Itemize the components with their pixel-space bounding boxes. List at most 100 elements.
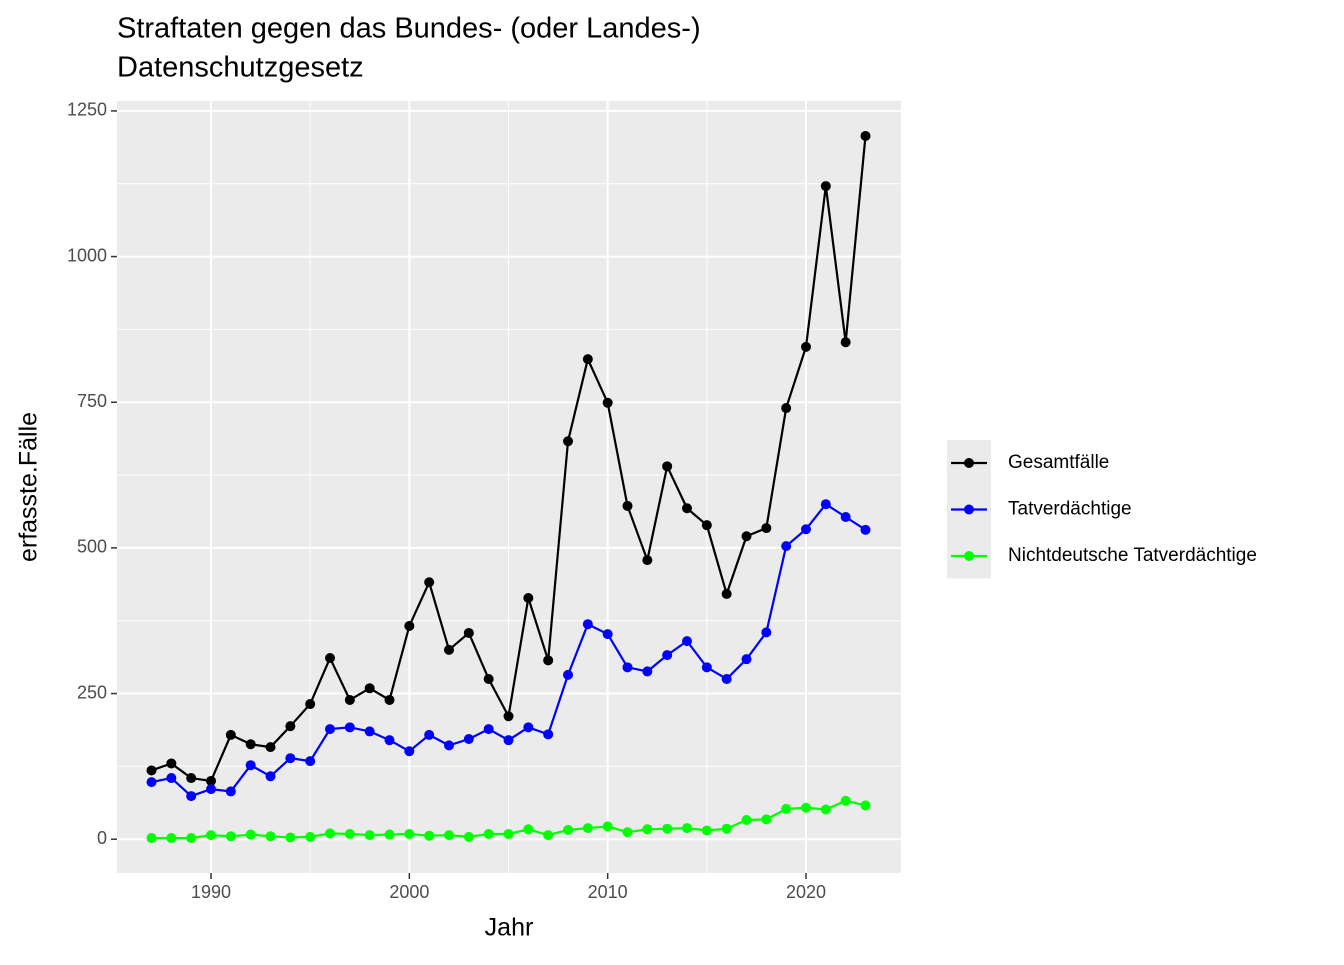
data-point — [622, 827, 633, 838]
data-point — [483, 724, 494, 735]
data-point — [245, 739, 256, 750]
data-point — [523, 824, 534, 835]
data-point — [206, 784, 217, 795]
data-point — [265, 831, 276, 842]
data-point — [305, 699, 316, 710]
data-point — [344, 694, 355, 705]
x-tick-label: 1990 — [191, 882, 231, 902]
data-point — [463, 627, 474, 638]
data-point — [761, 627, 772, 638]
data-point — [166, 833, 177, 844]
data-point — [384, 829, 395, 840]
legend-label: Nichtdeutsche Tatverdächtige — [1008, 545, 1257, 566]
data-point — [225, 786, 236, 797]
data-point — [563, 436, 574, 447]
data-point — [483, 828, 494, 839]
data-point — [701, 520, 712, 531]
data-point — [344, 722, 355, 733]
data-point — [285, 832, 296, 843]
data-point — [741, 531, 752, 542]
data-point — [781, 403, 792, 414]
data-point — [444, 830, 455, 841]
data-point — [682, 636, 693, 647]
data-point — [662, 461, 673, 472]
data-point — [364, 726, 375, 737]
data-point — [444, 644, 455, 655]
data-point — [503, 711, 514, 722]
data-point — [463, 733, 474, 744]
data-point — [206, 830, 217, 841]
data-point — [146, 765, 157, 776]
data-point — [860, 130, 871, 141]
data-point — [582, 354, 593, 365]
data-point — [701, 662, 712, 673]
data-point — [503, 828, 514, 839]
data-point — [186, 773, 197, 784]
data-point — [384, 694, 395, 705]
data-point — [820, 181, 831, 192]
data-point — [721, 588, 732, 599]
data-point — [741, 654, 752, 665]
data-point — [840, 337, 851, 348]
data-point — [305, 756, 316, 767]
data-point — [364, 830, 375, 841]
data-point — [682, 503, 693, 514]
y-tick-label: 250 — [77, 682, 107, 702]
data-point — [146, 833, 157, 844]
data-point — [245, 829, 256, 840]
data-point — [364, 683, 375, 694]
legend-key-point — [964, 551, 974, 561]
data-point — [662, 650, 673, 661]
x-tick-label: 2020 — [786, 882, 826, 902]
data-point — [225, 831, 236, 842]
y-tick-label: 750 — [77, 391, 107, 411]
data-point — [146, 777, 157, 788]
data-point — [424, 729, 435, 740]
data-point — [662, 823, 673, 834]
data-point — [800, 341, 811, 352]
data-point — [463, 831, 474, 842]
legend-key-point — [964, 458, 974, 468]
x-axis-label: Jahr — [485, 914, 534, 942]
data-point — [523, 722, 534, 733]
data-point — [225, 729, 236, 740]
y-axis-label: erfasste.Fälle — [15, 412, 43, 562]
data-point — [285, 753, 296, 764]
data-point — [840, 512, 851, 523]
data-point — [563, 824, 574, 835]
data-point — [800, 524, 811, 535]
data-point — [265, 771, 276, 782]
data-point — [602, 821, 613, 832]
data-point — [682, 823, 693, 834]
data-point — [721, 823, 732, 834]
data-point — [523, 592, 534, 603]
data-point — [444, 740, 455, 751]
data-point — [622, 500, 633, 511]
data-point — [741, 814, 752, 825]
data-point — [622, 662, 633, 673]
data-point — [642, 666, 653, 677]
data-point — [761, 523, 772, 534]
data-point — [543, 655, 554, 666]
data-point — [721, 673, 732, 684]
data-point — [582, 619, 593, 630]
data-point — [483, 673, 494, 684]
data-point — [860, 524, 871, 535]
data-point — [602, 629, 613, 640]
data-point — [166, 758, 177, 769]
data-point — [543, 729, 554, 740]
data-point — [602, 397, 613, 408]
data-point — [186, 791, 197, 802]
data-point — [424, 577, 435, 588]
data-point — [642, 555, 653, 566]
data-point — [404, 828, 415, 839]
y-tick-label: 1000 — [67, 245, 107, 265]
data-point — [840, 795, 851, 806]
x-tick-label: 2000 — [389, 882, 429, 902]
chart-subtitle: Datenschutzgesetz — [117, 52, 364, 84]
data-point — [761, 814, 772, 825]
legend-label: Gesamtfälle — [1008, 452, 1109, 473]
data-point — [503, 735, 514, 746]
data-point — [701, 825, 712, 836]
data-point — [860, 800, 871, 811]
